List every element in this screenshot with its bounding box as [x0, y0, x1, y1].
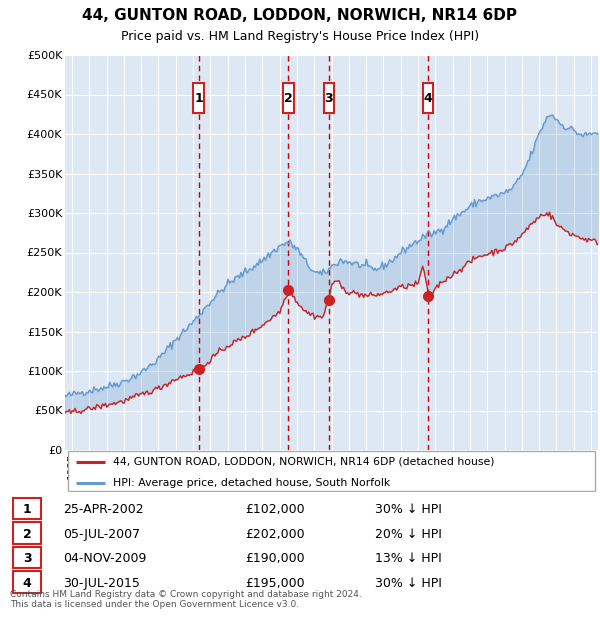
Text: £190,000: £190,000 [245, 552, 305, 565]
FancyBboxPatch shape [13, 547, 41, 569]
Text: 44, GUNTON ROAD, LODDON, NORWICH, NR14 6DP (detached house): 44, GUNTON ROAD, LODDON, NORWICH, NR14 6… [113, 457, 494, 467]
Text: Price paid vs. HM Land Registry's House Price Index (HPI): Price paid vs. HM Land Registry's House … [121, 30, 479, 43]
Text: 20% ↓ HPI: 20% ↓ HPI [374, 528, 442, 541]
Text: 44, GUNTON ROAD, LODDON, NORWICH, NR14 6DP: 44, GUNTON ROAD, LODDON, NORWICH, NR14 6… [83, 8, 517, 23]
Text: 30% ↓ HPI: 30% ↓ HPI [374, 503, 442, 516]
Text: 1: 1 [23, 503, 31, 516]
FancyBboxPatch shape [323, 84, 334, 113]
Text: 3: 3 [325, 92, 333, 105]
FancyBboxPatch shape [423, 84, 433, 113]
Text: 2: 2 [284, 92, 293, 105]
Text: HPI: Average price, detached house, South Norfolk: HPI: Average price, detached house, Sout… [113, 478, 390, 488]
Text: £195,000: £195,000 [245, 577, 305, 590]
Text: Contains HM Land Registry data © Crown copyright and database right 2024.
This d: Contains HM Land Registry data © Crown c… [10, 590, 362, 609]
Text: 30-JUL-2015: 30-JUL-2015 [63, 577, 140, 590]
FancyBboxPatch shape [13, 498, 41, 520]
FancyBboxPatch shape [13, 572, 41, 593]
Text: 05-JUL-2007: 05-JUL-2007 [63, 528, 140, 541]
Text: 4: 4 [23, 577, 31, 590]
Text: 1: 1 [194, 92, 203, 105]
Text: 04-NOV-2009: 04-NOV-2009 [63, 552, 146, 565]
Text: 3: 3 [23, 552, 31, 565]
FancyBboxPatch shape [193, 84, 204, 113]
Text: 30% ↓ HPI: 30% ↓ HPI [374, 577, 442, 590]
FancyBboxPatch shape [13, 523, 41, 544]
Text: 2: 2 [23, 528, 31, 541]
Text: £102,000: £102,000 [245, 503, 305, 516]
Text: 4: 4 [424, 92, 433, 105]
Text: 13% ↓ HPI: 13% ↓ HPI [374, 552, 442, 565]
Text: £202,000: £202,000 [245, 528, 305, 541]
Text: 25-APR-2002: 25-APR-2002 [63, 503, 143, 516]
FancyBboxPatch shape [283, 84, 293, 113]
FancyBboxPatch shape [68, 451, 595, 491]
